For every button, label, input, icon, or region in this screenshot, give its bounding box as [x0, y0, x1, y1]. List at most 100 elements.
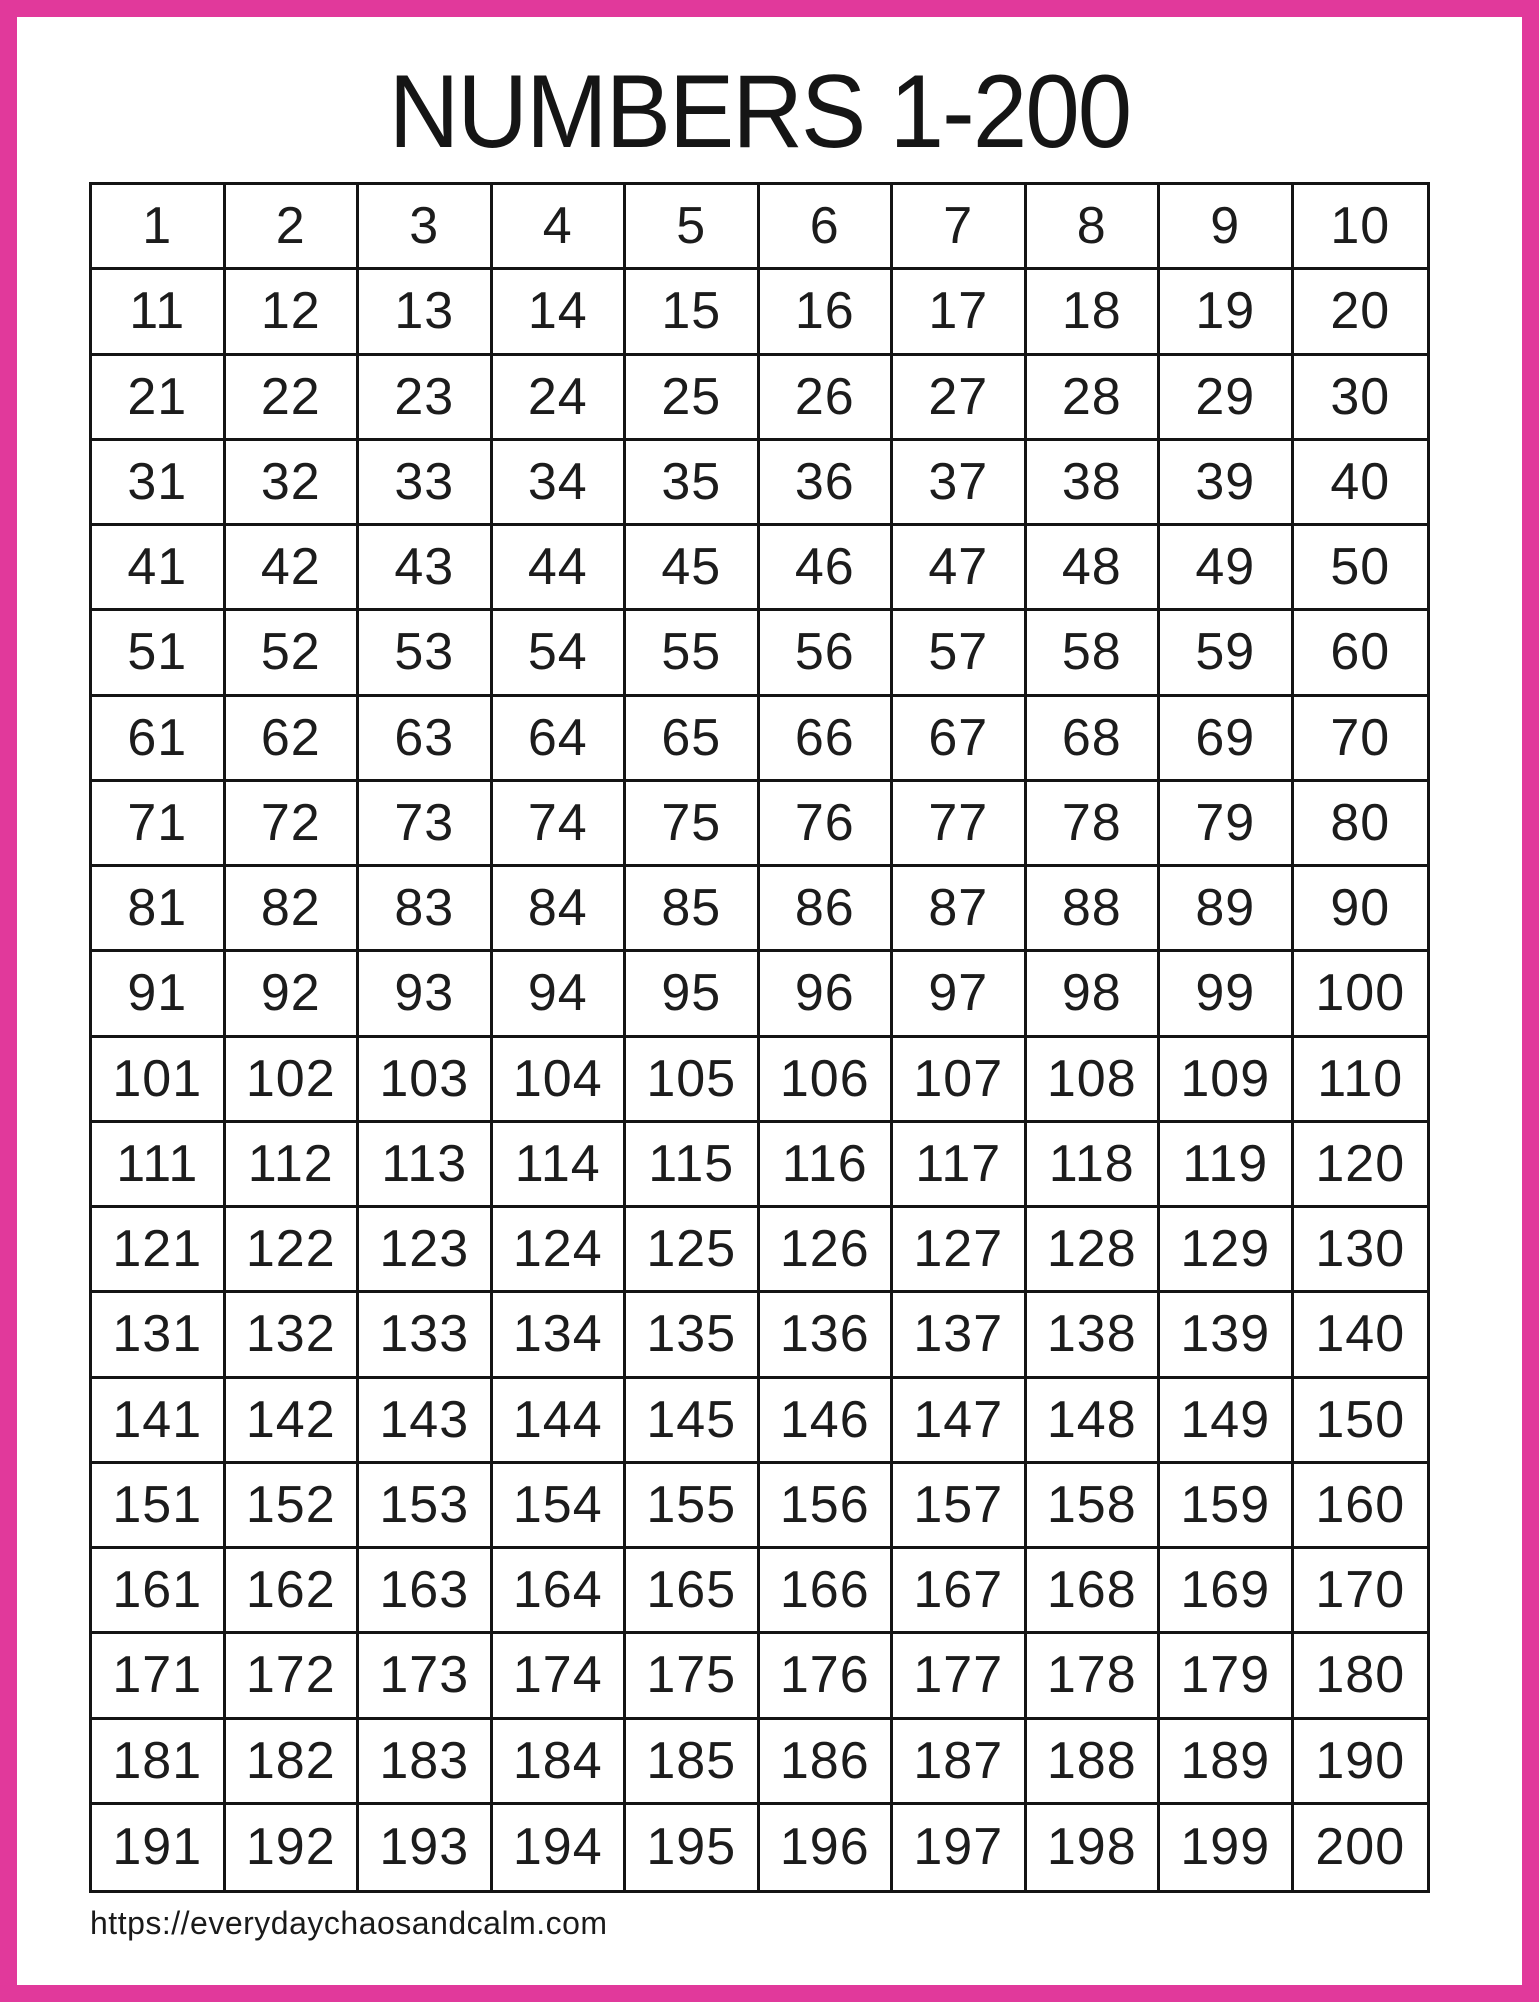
- number-cell: 92: [225, 952, 359, 1038]
- number-cell: 40: [1293, 441, 1427, 526]
- footer-url: https://everydaychaosandcalm.com: [90, 1905, 608, 1941]
- number-cell: 86: [759, 867, 893, 953]
- number-cell: 172: [225, 1634, 359, 1720]
- number-cell: 36: [759, 440, 893, 526]
- number-cell: 164: [492, 1549, 626, 1635]
- number-cell: 121: [92, 1208, 226, 1294]
- number-cell: 155: [626, 1463, 760, 1549]
- number-cell: 127: [893, 1208, 1027, 1294]
- number-cell: 106: [759, 1037, 893, 1123]
- number-cell: 8: [1026, 185, 1160, 271]
- number-cell: 181: [92, 1719, 226, 1805]
- number-cell: 87: [893, 867, 1027, 953]
- number-cell: 41: [92, 526, 226, 612]
- number-cell: 135: [626, 1293, 760, 1379]
- number-cell: 47: [893, 526, 1027, 612]
- number-cell: 81: [92, 867, 226, 953]
- number-cell: 152: [225, 1463, 359, 1549]
- number-cell: 185: [626, 1719, 760, 1805]
- number-cell: 78: [1026, 781, 1160, 867]
- number-cell: 130: [1293, 1208, 1427, 1294]
- number-cell: 169: [1160, 1549, 1294, 1635]
- number-cell: 77: [893, 781, 1027, 867]
- number-cell: 140: [1293, 1293, 1427, 1379]
- number-cell: 194: [493, 1804, 626, 1890]
- number-cell: 12: [225, 270, 359, 356]
- number-grid: 1 2 3 4 5 6 7 8 9 10 11 12 13 14 15 16 17 18 19 20 21 22 23 24 2…: [89, 182, 1430, 1893]
- number-cell: 48: [1026, 526, 1160, 612]
- number-cell: 156: [759, 1463, 893, 1549]
- number-cell: 104: [492, 1037, 626, 1123]
- number-cell: 70: [1293, 697, 1427, 782]
- number-cell: 125: [626, 1208, 760, 1294]
- number-cell: 100: [1293, 952, 1427, 1038]
- number-cell: 73: [359, 781, 493, 867]
- number-cell: 143: [359, 1378, 493, 1464]
- number-cell: 197: [893, 1804, 1027, 1890]
- number-cell: 90: [1293, 867, 1427, 953]
- number-cell: 60: [1293, 611, 1427, 697]
- number-cell: 10: [1293, 185, 1427, 271]
- number-cell: 22: [225, 355, 359, 441]
- number-cell: 33: [359, 440, 493, 526]
- number-cell: 51: [92, 611, 226, 697]
- number-cell: 98: [1026, 952, 1160, 1038]
- number-cell: 184: [492, 1719, 626, 1805]
- number-cell: 122: [225, 1208, 359, 1294]
- number-cell: 31: [92, 440, 226, 526]
- number-cell: 108: [1026, 1037, 1160, 1123]
- number-cell: 150: [1293, 1379, 1427, 1464]
- number-cell: 58: [1026, 611, 1160, 697]
- number-cell: 167: [893, 1549, 1027, 1635]
- number-cell: 54: [492, 611, 626, 697]
- number-cell: 117: [893, 1122, 1027, 1208]
- number-cell: 57: [893, 611, 1027, 697]
- number-cell: 189: [1160, 1719, 1294, 1805]
- number-cell: 101: [92, 1037, 226, 1123]
- number-cell: 137: [893, 1293, 1027, 1379]
- number-cell: 154: [492, 1463, 626, 1549]
- number-cell: 103: [359, 1037, 493, 1123]
- number-cell: 116: [759, 1122, 893, 1208]
- number-cell: 193: [359, 1804, 493, 1890]
- number-cell: 105: [626, 1037, 760, 1123]
- number-cell: 175: [626, 1634, 760, 1720]
- number-cell: 50: [1293, 526, 1427, 612]
- number-cell: 24: [492, 355, 626, 441]
- number-cell: 195: [626, 1804, 760, 1890]
- number-cell: 162: [225, 1549, 359, 1635]
- number-cell: 123: [359, 1208, 493, 1294]
- number-cell: 18: [1026, 270, 1160, 356]
- number-cell: 83: [359, 867, 493, 953]
- number-cell: 49: [1160, 526, 1294, 612]
- number-cell: 21: [92, 355, 226, 441]
- number-cell: 198: [1027, 1804, 1160, 1890]
- number-cell: 43: [359, 526, 493, 612]
- number-cell: 52: [225, 611, 359, 697]
- number-cell: 200: [1315, 1818, 1406, 1877]
- number-cell: 53: [359, 611, 493, 697]
- number-cell: 94: [492, 952, 626, 1038]
- number-cell: 23: [359, 355, 493, 441]
- number-cell: 149: [1160, 1378, 1294, 1464]
- number-cell: 160: [1293, 1464, 1427, 1549]
- number-cell: 91: [92, 952, 226, 1038]
- number-cell: 138: [1026, 1293, 1160, 1379]
- number-cell: 178: [1026, 1634, 1160, 1720]
- number-cell: 68: [1026, 696, 1160, 782]
- number-cell: 9: [1160, 185, 1294, 271]
- number-cell: 157: [893, 1463, 1027, 1549]
- number-cell: 14: [492, 270, 626, 356]
- number-cell: 139: [1160, 1293, 1294, 1379]
- number-cell: 145: [626, 1378, 760, 1464]
- number-cell: 82: [225, 867, 359, 953]
- number-cell: 168: [1026, 1549, 1160, 1635]
- number-cell: 158: [1026, 1463, 1160, 1549]
- number-cell: 177: [893, 1634, 1027, 1720]
- number-cell: 85: [626, 867, 760, 953]
- number-cell: 71: [92, 781, 226, 867]
- number-cell: 115: [626, 1122, 760, 1208]
- number-cell: 1: [92, 185, 226, 271]
- number-cell: 20: [1293, 270, 1427, 356]
- number-cell: 112: [225, 1122, 359, 1208]
